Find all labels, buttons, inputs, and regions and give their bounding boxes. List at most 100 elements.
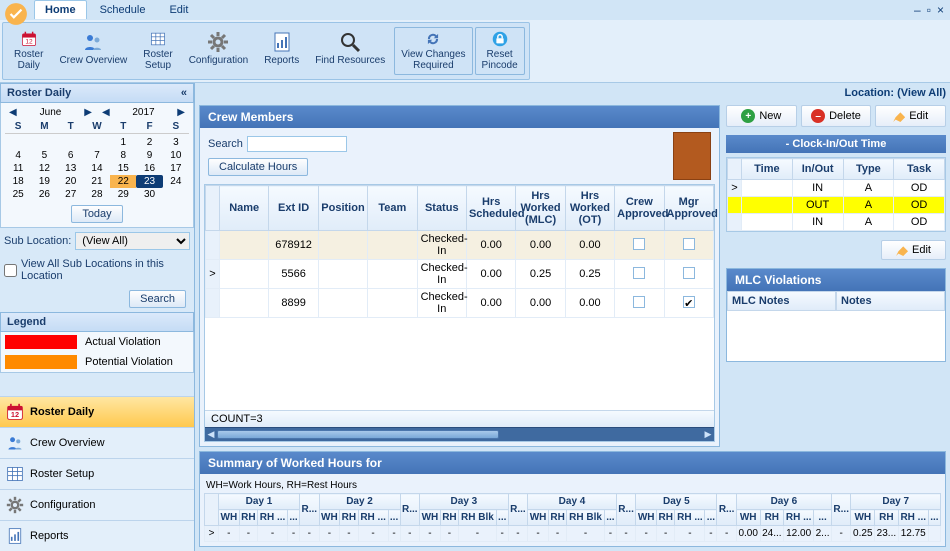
crew-col-header[interactable]: Ext ID xyxy=(269,186,318,231)
nav-roster-daily[interactable]: Roster Daily xyxy=(0,396,194,427)
cal-next-year-icon[interactable]: ▶ xyxy=(173,107,189,118)
sub-location-select[interactable]: (View All) xyxy=(75,232,190,250)
scroll-right-icon[interactable]: ▶ xyxy=(702,428,714,441)
crew-row[interactable]: 8899Checked-In0.000.000.00✔ xyxy=(206,289,714,318)
row-handle[interactable] xyxy=(206,289,220,318)
clock-col-header[interactable]: Task xyxy=(894,159,945,180)
cell-crew-approved[interactable] xyxy=(615,289,664,318)
tab-home[interactable]: Home xyxy=(34,0,87,19)
crew-horizontal-scrollbar[interactable]: ◀ ▶ xyxy=(205,427,714,441)
cell-mgr-approved[interactable] xyxy=(664,231,713,260)
cal-prev-month-icon[interactable]: ◀ xyxy=(5,107,21,118)
cal-day[interactable]: 11 xyxy=(5,162,31,175)
close-button[interactable]: × xyxy=(937,3,944,17)
scroll-left-icon[interactable]: ◀ xyxy=(205,428,217,441)
clock-row[interactable]: INAOD xyxy=(728,214,945,231)
collapse-icon[interactable]: « xyxy=(181,87,187,99)
cal-day[interactable]: 1 xyxy=(110,136,136,149)
minimize-button[interactable]: – xyxy=(914,3,921,17)
row-handle[interactable]: > xyxy=(206,260,220,289)
configuration-button[interactable]: Configuration xyxy=(182,27,255,75)
nav-crew-overview[interactable]: Crew Overview xyxy=(0,427,194,458)
cal-day[interactable]: 7 xyxy=(84,149,110,162)
cell-mgr-approved[interactable]: ✔ xyxy=(664,289,713,318)
cell-mgr-approved[interactable] xyxy=(664,260,713,289)
crew-col-header[interactable]: Mgr Approved xyxy=(664,186,713,231)
cal-day[interactable]: 24 xyxy=(163,175,189,188)
clock-col-header[interactable]: Time xyxy=(742,159,793,180)
row-handle[interactable]: > xyxy=(728,180,742,197)
tab-schedule[interactable]: Schedule xyxy=(89,0,157,20)
clock-row[interactable]: OUTAOD xyxy=(728,197,945,214)
view-changes-required-button[interactable]: View ChangesRequired xyxy=(394,27,472,75)
view-all-sub-checkbox[interactable] xyxy=(4,264,17,277)
cal-next-month-icon[interactable]: ▶ xyxy=(80,107,96,118)
nav-reports[interactable]: Reports xyxy=(0,520,194,551)
calculate-hours-button[interactable]: Calculate Hours xyxy=(208,158,308,176)
crew-col-header[interactable]: Hrs Worked (MLC) xyxy=(516,186,565,231)
today-button[interactable]: Today xyxy=(71,205,122,223)
reports-button[interactable]: Reports xyxy=(257,27,306,75)
new-button[interactable]: + New xyxy=(726,105,797,127)
crew-col-header[interactable]: Status xyxy=(417,186,466,231)
crew-col-header[interactable]: Name xyxy=(220,186,269,231)
row-handle[interactable] xyxy=(728,214,742,231)
cal-day[interactable]: 22 xyxy=(110,175,136,188)
cal-day[interactable]: 20 xyxy=(58,175,84,188)
nav-roster-setup[interactable]: Roster Setup xyxy=(0,458,194,489)
find-resources-button[interactable]: Find Resources xyxy=(308,27,392,75)
crew-col-header[interactable]: Hrs Worked (OT) xyxy=(565,186,614,231)
tab-edit[interactable]: Edit xyxy=(158,0,199,20)
edit-button[interactable]: Edit xyxy=(875,105,946,127)
cal-day[interactable]: 17 xyxy=(163,162,189,175)
crew-col-header[interactable]: Position xyxy=(318,186,367,231)
clock-edit-button[interactable]: Edit xyxy=(881,240,946,260)
cell-crew-approved[interactable] xyxy=(615,260,664,289)
clock-row[interactable]: >INAOD xyxy=(728,180,945,197)
cal-day[interactable]: 29 xyxy=(110,188,136,201)
cal-day[interactable]: 8 xyxy=(110,149,136,162)
cal-day[interactable]: 30 xyxy=(136,188,162,201)
nav-configuration[interactable]: Configuration xyxy=(0,489,194,520)
row-handle[interactable] xyxy=(728,197,742,214)
cal-day[interactable]: 3 xyxy=(163,136,189,149)
cal-day[interactable]: 12 xyxy=(31,162,57,175)
cell-crew-approved[interactable] xyxy=(615,231,664,260)
cal-day[interactable]: 10 xyxy=(163,149,189,162)
cal-day[interactable]: 14 xyxy=(84,162,110,175)
cal-day[interactable]: 23 xyxy=(136,175,162,188)
cal-day[interactable]: 25 xyxy=(5,188,31,201)
sidebar-search-button[interactable]: Search xyxy=(129,290,186,308)
row-handle[interactable] xyxy=(206,231,220,260)
cal-day[interactable]: 27 xyxy=(58,188,84,201)
delete-button[interactable]: – Delete xyxy=(801,105,872,127)
cal-day[interactable]: 15 xyxy=(110,162,136,175)
crew-search-input[interactable] xyxy=(247,136,347,152)
cal-day[interactable]: 5 xyxy=(31,149,57,162)
location-label[interactable]: Location: (View All) xyxy=(199,87,946,99)
clock-col-header[interactable]: Type xyxy=(843,159,894,180)
row-handle[interactable]: > xyxy=(205,526,219,542)
maximize-button[interactable]: ▫ xyxy=(927,3,931,17)
roster-daily-button[interactable]: RosterDaily xyxy=(7,27,50,75)
crew-col-header[interactable]: Team xyxy=(368,186,417,231)
cal-day[interactable]: 4 xyxy=(5,149,31,162)
cal-day[interactable]: 9 xyxy=(136,149,162,162)
cal-day[interactable]: 21 xyxy=(84,175,110,188)
cal-day[interactable]: 6 xyxy=(58,149,84,162)
cal-day[interactable]: 19 xyxy=(31,175,57,188)
roster-setup-button[interactable]: RosterSetup xyxy=(136,27,179,75)
crew-overview-button[interactable]: Crew Overview xyxy=(52,27,134,75)
crew-col-header[interactable]: Hrs Scheduled xyxy=(466,186,515,231)
reset-pincode-button[interactable]: ResetPincode xyxy=(475,27,525,75)
clock-col-header[interactable]: In/Out xyxy=(792,159,843,180)
cal-day[interactable]: 28 xyxy=(84,188,110,201)
cal-day[interactable]: 2 xyxy=(136,136,162,149)
cal-day[interactable]: 13 xyxy=(58,162,84,175)
crew-row[interactable]: 678912Checked-In0.000.000.00 xyxy=(206,231,714,260)
crew-col-header[interactable]: Crew Approved xyxy=(615,186,664,231)
cal-day[interactable]: 16 xyxy=(136,162,162,175)
cal-day[interactable]: 26 xyxy=(31,188,57,201)
crew-row[interactable]: >5566Checked-In0.000.250.25 xyxy=(206,260,714,289)
cal-day[interactable]: 18 xyxy=(5,175,31,188)
